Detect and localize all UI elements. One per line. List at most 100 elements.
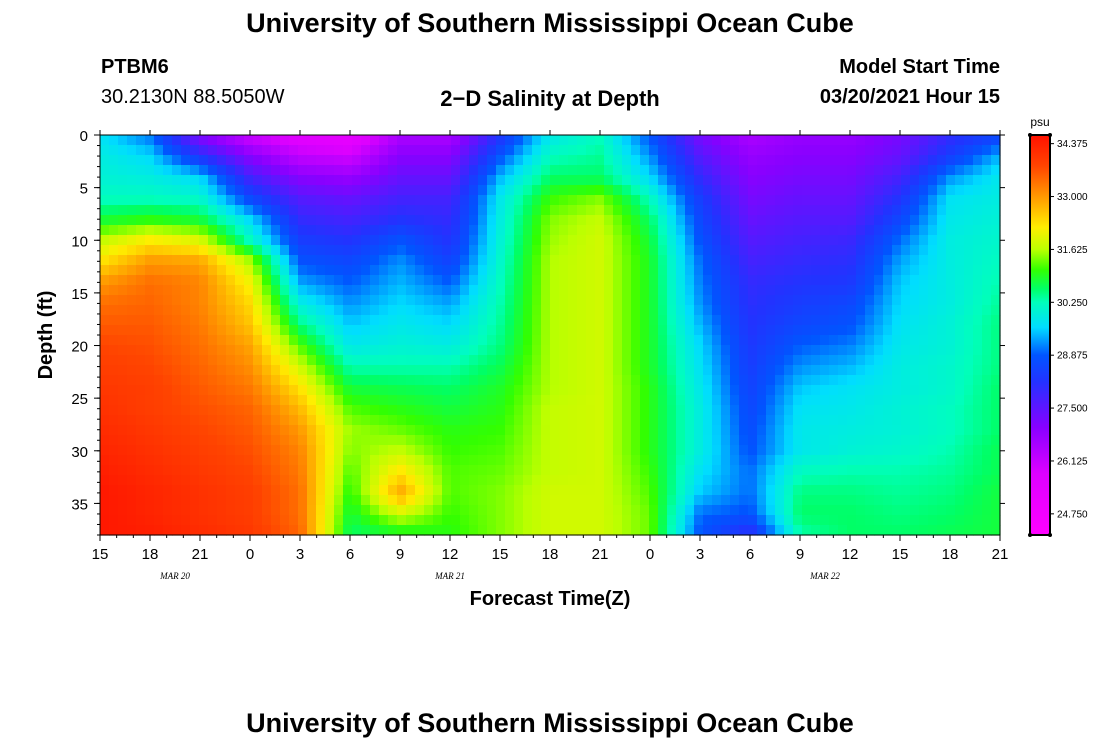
heatmap-cell <box>136 345 146 356</box>
heatmap-cell <box>109 165 119 176</box>
heatmap-cell <box>298 505 308 516</box>
heatmap-cell <box>100 145 110 156</box>
heatmap-cell <box>415 485 425 496</box>
heatmap-cell <box>145 495 155 506</box>
heatmap-cell <box>856 325 866 336</box>
heatmap-cell <box>910 205 920 216</box>
heatmap-cell <box>442 325 452 336</box>
heatmap-cell <box>199 255 209 266</box>
heatmap-cell <box>667 525 677 536</box>
heatmap-cell <box>361 235 371 246</box>
heatmap-cell <box>388 285 398 296</box>
heatmap-cell <box>865 265 875 276</box>
heatmap-cell <box>190 235 200 246</box>
heatmap-cell <box>586 145 596 156</box>
heatmap-cell <box>379 145 389 156</box>
heatmap-cell <box>181 285 191 296</box>
heatmap-cell <box>343 205 353 216</box>
heatmap-cell <box>811 155 821 166</box>
heatmap-cell <box>955 455 965 466</box>
heatmap-cell <box>217 145 227 156</box>
heatmap-cell <box>523 145 533 156</box>
heatmap-cell <box>577 445 587 456</box>
heatmap-cell <box>640 515 650 526</box>
heatmap-cell <box>442 165 452 176</box>
heatmap-cell <box>478 515 488 526</box>
heatmap-cell <box>145 385 155 396</box>
heatmap-cell <box>100 485 110 496</box>
heatmap-cell <box>784 355 794 366</box>
heatmap-cell <box>415 325 425 336</box>
heatmap-cell <box>613 355 623 366</box>
heatmap-cell <box>784 495 794 506</box>
heatmap-cell <box>820 205 830 216</box>
heatmap-cell <box>595 505 605 516</box>
heatmap-cell <box>271 495 281 506</box>
heatmap-cell <box>514 465 524 476</box>
heatmap-cell <box>487 395 497 406</box>
heatmap-cell <box>235 405 245 416</box>
heatmap-cell <box>550 215 560 226</box>
heatmap-cell <box>199 325 209 336</box>
heatmap-cell <box>253 185 263 196</box>
heatmap-cell <box>595 275 605 286</box>
heatmap-cell <box>226 235 236 246</box>
heatmap-cell <box>721 485 731 496</box>
heatmap-cell <box>388 315 398 326</box>
heatmap-cell <box>127 195 137 206</box>
heatmap-cell <box>325 175 335 186</box>
heatmap-cell <box>775 365 785 376</box>
heatmap-cell <box>253 155 263 166</box>
heatmap-cell <box>325 305 335 316</box>
heatmap-cell <box>190 405 200 416</box>
heatmap-cell <box>253 325 263 336</box>
heatmap-cell <box>838 325 848 336</box>
heatmap-cell <box>424 455 434 466</box>
heatmap-cell <box>424 485 434 496</box>
heatmap-cell <box>757 425 767 436</box>
heatmap-cell <box>307 285 317 296</box>
heatmap-cell <box>469 405 479 416</box>
heatmap-cell <box>424 195 434 206</box>
heatmap-cell <box>712 195 722 206</box>
heatmap-cell <box>280 205 290 216</box>
heatmap-cell <box>730 335 740 346</box>
heatmap-cell <box>973 425 983 436</box>
heatmap-cell <box>109 495 119 506</box>
heatmap-cell <box>658 275 668 286</box>
heatmap-cell <box>919 355 929 366</box>
heatmap-cell <box>703 215 713 226</box>
heatmap-cell <box>271 165 281 176</box>
heatmap-cell <box>568 215 578 226</box>
heatmap-cell <box>802 165 812 176</box>
heatmap-cell <box>136 155 146 166</box>
heatmap-cell <box>388 425 398 436</box>
heatmap-cell <box>145 165 155 176</box>
heatmap-cell <box>586 385 596 396</box>
heatmap-cell <box>289 185 299 196</box>
heatmap-cell <box>460 295 470 306</box>
heatmap-cell <box>568 165 578 176</box>
heatmap-cell <box>100 405 110 416</box>
heatmap-cell <box>172 355 182 366</box>
heatmap-cell <box>973 515 983 526</box>
heatmap-cell <box>757 205 767 216</box>
heatmap-cell <box>892 135 902 146</box>
heatmap-cell <box>154 185 164 196</box>
heatmap-cell <box>766 525 776 536</box>
heatmap-cell <box>748 145 758 156</box>
heatmap-cell <box>505 235 515 246</box>
heatmap-cell <box>739 365 749 376</box>
heatmap-cell <box>109 425 119 436</box>
heatmap-cell <box>649 345 659 356</box>
heatmap-cell <box>874 155 884 166</box>
heatmap-cell <box>154 475 164 486</box>
heatmap-cell <box>487 375 497 386</box>
heatmap-cell <box>388 445 398 456</box>
heatmap-cell <box>370 515 380 526</box>
heatmap-cell <box>262 435 272 446</box>
heatmap-cell <box>757 435 767 446</box>
heatmap-cell <box>649 405 659 416</box>
heatmap-cell <box>217 295 227 306</box>
heatmap-cell <box>667 165 677 176</box>
